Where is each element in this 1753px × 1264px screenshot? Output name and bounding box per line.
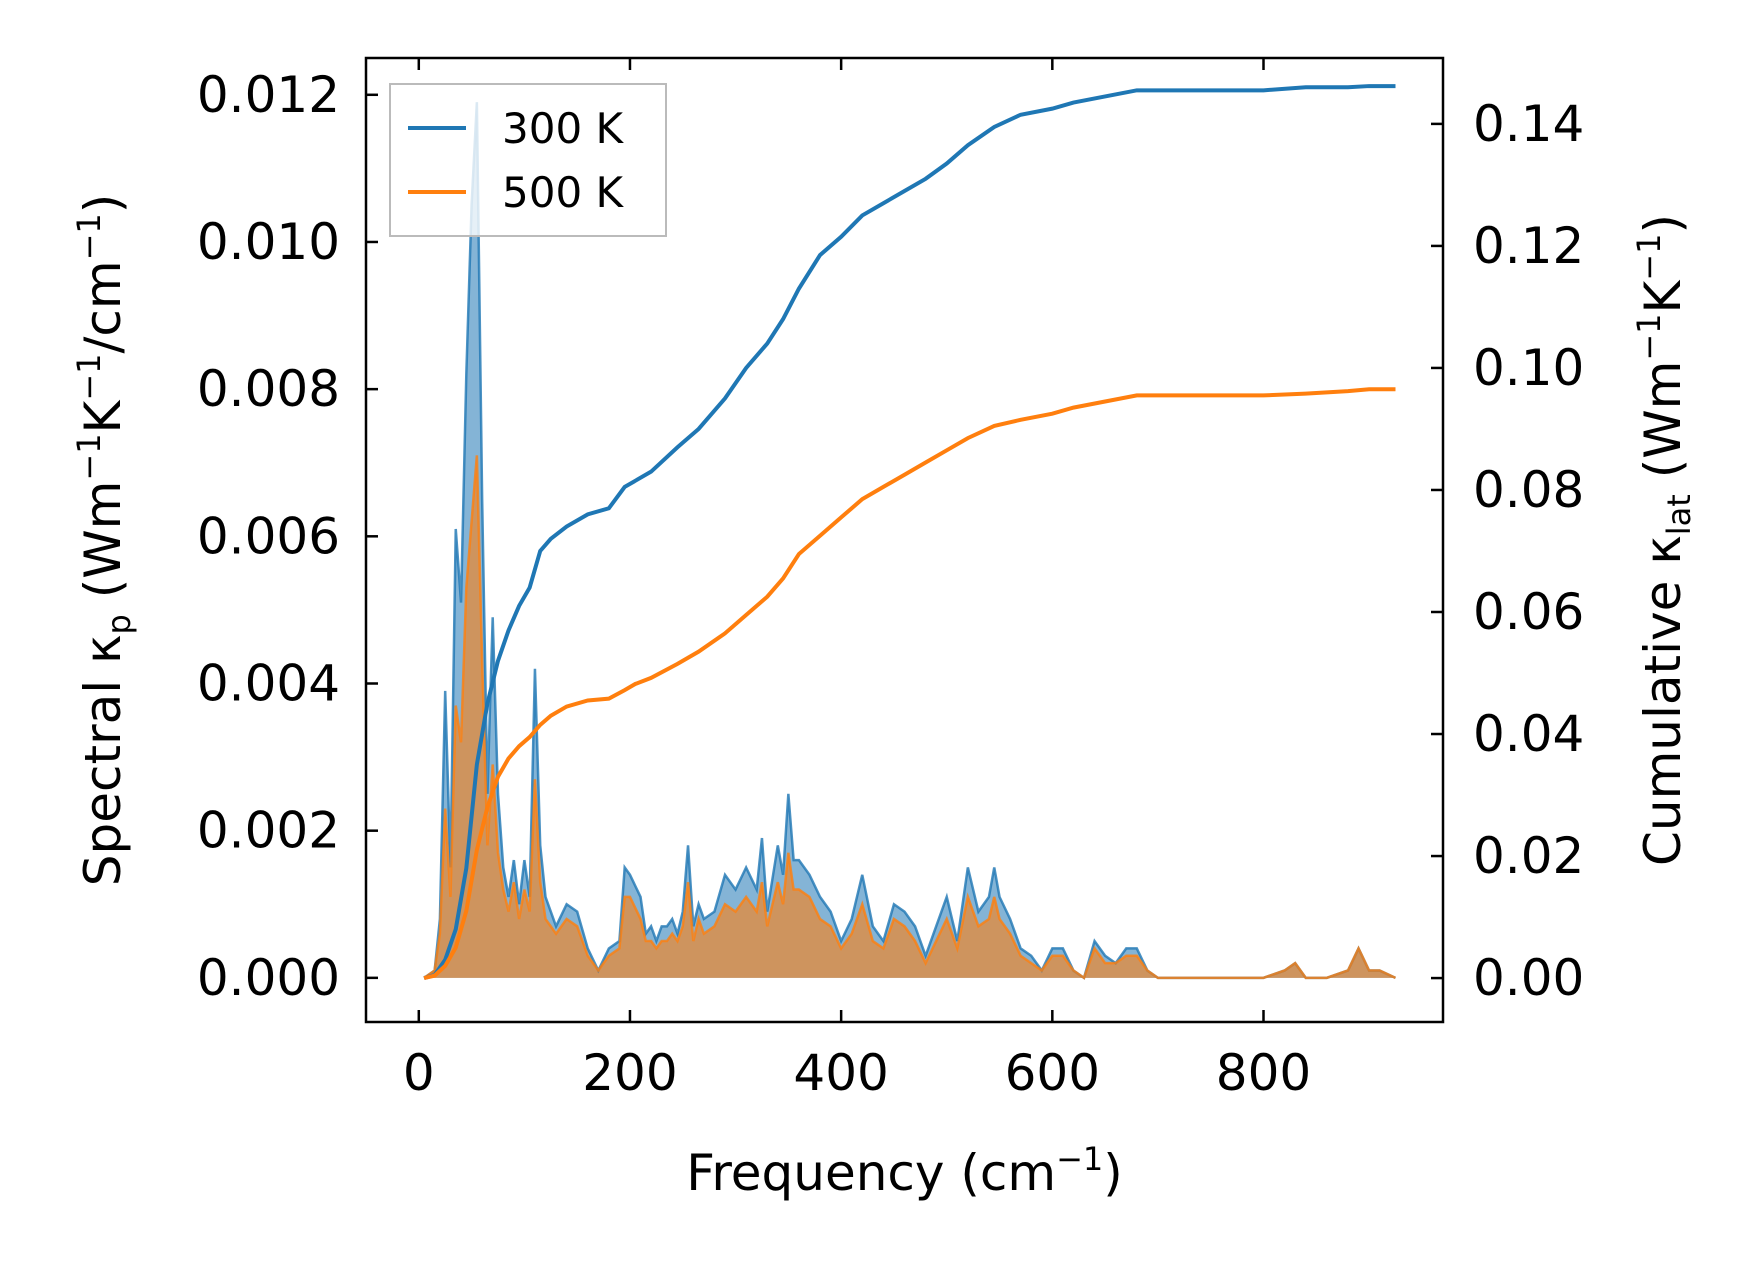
cumulative-lines bbox=[423, 84, 1396, 981]
x-tick-label: 600 bbox=[1005, 1044, 1100, 1102]
x-tick-label: 0 bbox=[403, 1044, 435, 1102]
x-tick-label: 800 bbox=[1216, 1044, 1311, 1102]
spectral-line-1 bbox=[423, 455, 1397, 980]
ticks: 0 200 400 600 800 0.000 0.002 0.004 0.006 0.008 0.… bbox=[197, 58, 1584, 1102]
legend: 300 K 500 K bbox=[389, 83, 667, 237]
y-left-tick-label: 0.008 bbox=[197, 360, 340, 418]
y-axis-right-title: Cumulative κlat (Wm−1K−1) bbox=[1630, 214, 1698, 866]
cumulative-line-0 bbox=[423, 84, 1396, 980]
legend-box bbox=[389, 83, 667, 237]
x-tick-label: 200 bbox=[582, 1044, 677, 1102]
y-right-tick-label: 0.10 bbox=[1473, 339, 1584, 397]
legend-label-0: 300 K bbox=[502, 104, 625, 153]
y-right-tick-label: 0.04 bbox=[1473, 705, 1584, 763]
y-right-tick-label: 0.00 bbox=[1473, 949, 1584, 1007]
plot-frame bbox=[364, 56, 1445, 1024]
y-left-tick-label: 0.000 bbox=[197, 949, 340, 1007]
y-left-tick-label: 0.006 bbox=[197, 507, 340, 565]
y-right-tick-label: 0.02 bbox=[1473, 827, 1584, 885]
legend-label-1: 500 K bbox=[502, 168, 625, 217]
y-right-tick-label: 0.06 bbox=[1473, 583, 1584, 641]
y-axis-left-title: Spectral κp (Wm−1K−1/cm−1) bbox=[70, 194, 138, 887]
y-right-tick-label: 0.12 bbox=[1473, 217, 1584, 275]
spectral-lines bbox=[423, 102, 1397, 980]
y-left-tick-label: 0.002 bbox=[197, 802, 340, 860]
y-right-tick-label: 0.08 bbox=[1473, 461, 1584, 519]
x-tick-label: 400 bbox=[793, 1044, 888, 1102]
y-left-tick-label: 0.012 bbox=[197, 66, 340, 124]
y-right-tick-label: 0.14 bbox=[1473, 95, 1584, 153]
y-left-tick-label: 0.004 bbox=[197, 654, 340, 712]
cumulative-line-1 bbox=[423, 387, 1396, 981]
y-left-tick-label: 0.010 bbox=[197, 213, 340, 271]
spectral-fill-1 bbox=[424, 455, 1396, 978]
x-axis-title: Frequency (cm−1) bbox=[686, 1140, 1123, 1202]
spectral-line-0 bbox=[423, 102, 1397, 980]
